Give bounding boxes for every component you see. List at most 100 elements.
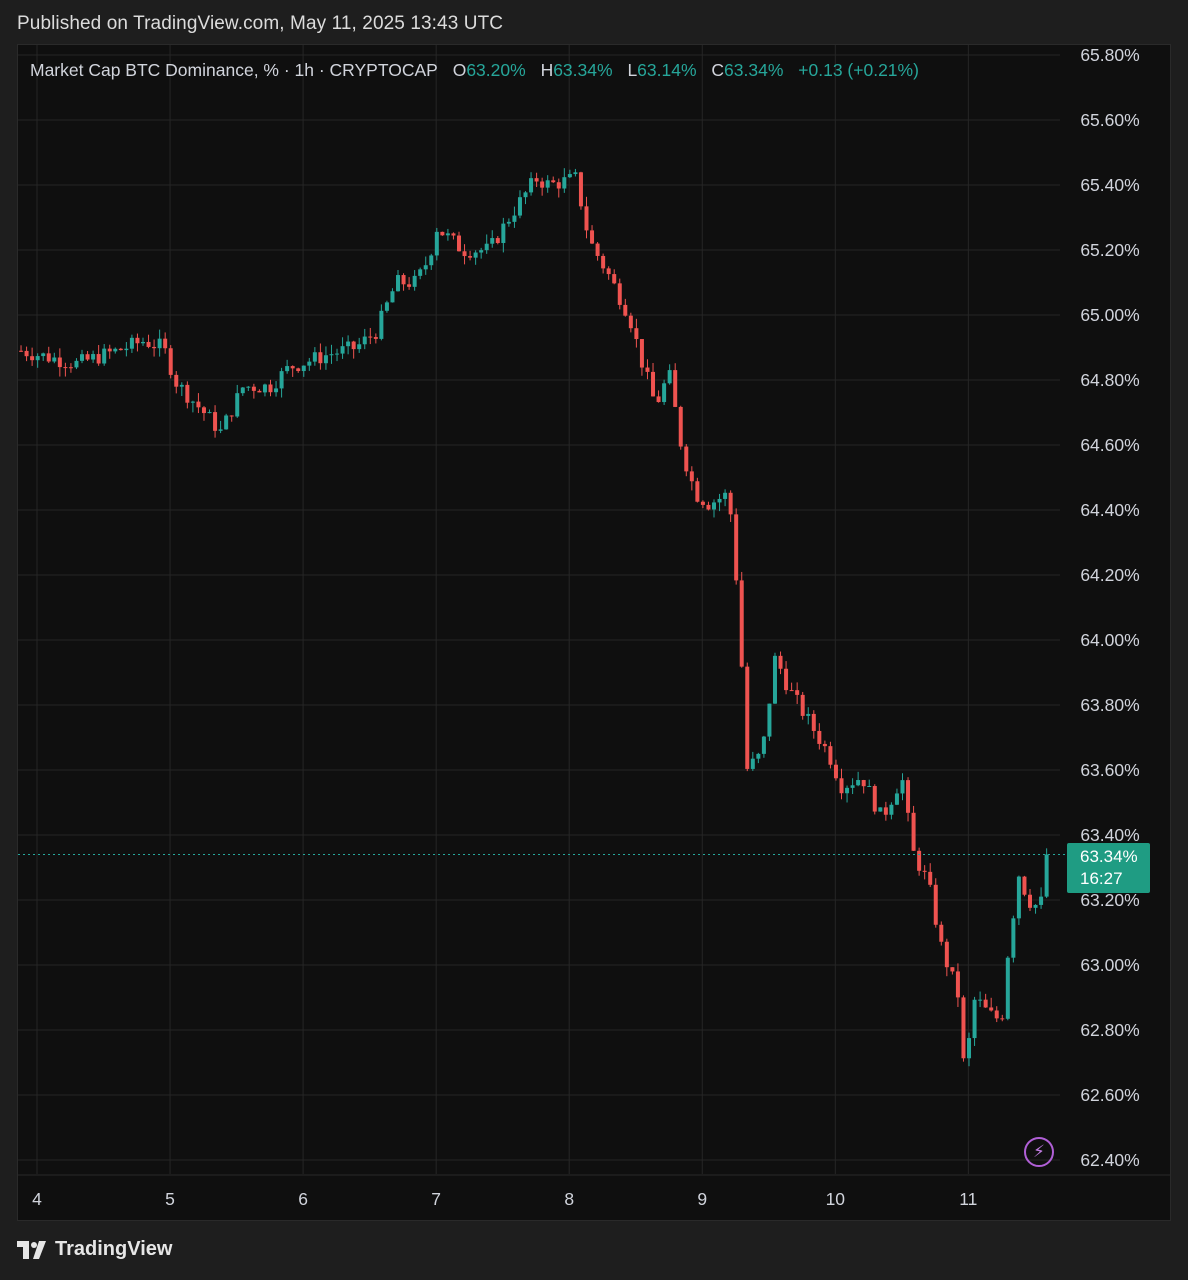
candles [19, 168, 1049, 1067]
x-tick-label: 4 [32, 1189, 42, 1209]
candle-body [340, 346, 345, 354]
candle-body [146, 341, 151, 347]
candle-body [1022, 876, 1027, 895]
candle-body [290, 366, 295, 369]
candle-body [1027, 894, 1032, 908]
candle-body [745, 666, 750, 769]
candle-body [68, 367, 73, 369]
candle-body [989, 1007, 994, 1011]
tradingview-footer[interactable]: TradingView [17, 1238, 172, 1261]
legend-change: +0.13 (+0.21%) [798, 60, 919, 80]
candle-body [185, 384, 190, 403]
y-tick-label: 65.00% [1080, 305, 1139, 325]
chart-frame[interactable] [17, 44, 1171, 1221]
candle-body [113, 348, 118, 352]
candle-body [501, 223, 506, 244]
candle-body [606, 268, 611, 275]
candle-body [651, 371, 656, 397]
candle-body [1016, 876, 1021, 919]
candle-body [772, 655, 777, 704]
candle-body [118, 348, 123, 351]
candle-body [407, 284, 412, 287]
candle-body [689, 471, 694, 482]
candle-body [523, 192, 528, 198]
candle-body [723, 492, 728, 499]
candle-body [955, 971, 960, 998]
candle-body [556, 182, 561, 189]
candle-body [634, 328, 639, 340]
candle-body [429, 255, 434, 266]
grid-lines [18, 45, 1060, 1174]
y-tick-label: 64.40% [1080, 500, 1139, 520]
candle-body [800, 694, 805, 716]
candle-body [872, 785, 877, 812]
candle-body [140, 341, 145, 344]
candle-body [1000, 1018, 1005, 1020]
candle-body [495, 238, 500, 244]
lightning-bolt-icon[interactable]: ⚡ [1024, 1137, 1054, 1167]
candle-body [63, 367, 68, 369]
candle-body [761, 736, 766, 754]
candle-body [207, 412, 212, 414]
candle-body [190, 401, 195, 403]
published-caption: Published on TradingView.com, May 11, 20… [17, 13, 504, 34]
candle-body [684, 446, 689, 472]
candle-body [96, 354, 101, 364]
candle-body [102, 348, 107, 364]
y-tick-label: 63.80% [1080, 695, 1139, 715]
candle-body [46, 353, 51, 362]
legend-low-label: L [627, 60, 638, 80]
candle-body [229, 415, 234, 417]
y-tick-label: 62.40% [1080, 1150, 1139, 1170]
candle-body [911, 812, 916, 851]
candle-body [412, 275, 417, 287]
candle-body [279, 371, 284, 389]
candle-body [756, 753, 761, 759]
candle-body [767, 703, 772, 737]
x-tick-label: 5 [165, 1189, 175, 1209]
candle-body [817, 730, 822, 744]
candle-body [612, 274, 617, 284]
candle-body [822, 743, 827, 747]
candle-body [617, 283, 622, 305]
candle-body [551, 180, 556, 183]
candle-body [484, 243, 489, 251]
axes: 65.80% 65.60% 65.40% 65.20% 65.00% 64.80% 64.6… [18, 45, 1170, 1209]
candle-body [828, 746, 833, 765]
candle-body [179, 384, 184, 387]
candle-body [978, 999, 983, 1001]
candle-body [839, 778, 844, 794]
candle-body [57, 357, 62, 368]
candle-body [573, 172, 578, 175]
candle-body [213, 412, 218, 431]
candle-body [628, 315, 633, 329]
candle-body [1033, 904, 1038, 908]
candle-body [362, 336, 367, 345]
chart-legend: Market Cap BTC Dominance, % · 1h · CRYPT… [30, 60, 919, 81]
candle-body [856, 780, 861, 786]
candle-body [462, 251, 467, 257]
legend-symbol: Market Cap BTC Dominance, % · 1h · CRYPT… [30, 60, 438, 80]
candle-body [335, 353, 340, 355]
brand-name: TradingView [55, 1238, 173, 1260]
candle-body [900, 780, 905, 794]
candle-body [967, 1038, 972, 1059]
candle-body [883, 807, 888, 815]
candle-body [662, 383, 667, 403]
candle-body [423, 265, 428, 270]
tradingview-logo-icon [17, 1240, 46, 1259]
candle-body [307, 361, 312, 366]
y-tick-label: 63.00% [1080, 955, 1139, 975]
candle-body [695, 481, 700, 502]
legend-close-label: C [711, 60, 725, 80]
candle-body [673, 370, 678, 407]
legend-close-value: 63.34% [724, 60, 784, 80]
candle-body [750, 758, 755, 769]
candle-body [129, 337, 134, 349]
candle-body [384, 302, 389, 311]
candle-body [906, 780, 911, 813]
candle-body [468, 256, 473, 258]
candle-body [80, 354, 85, 361]
candle-body [368, 336, 373, 338]
